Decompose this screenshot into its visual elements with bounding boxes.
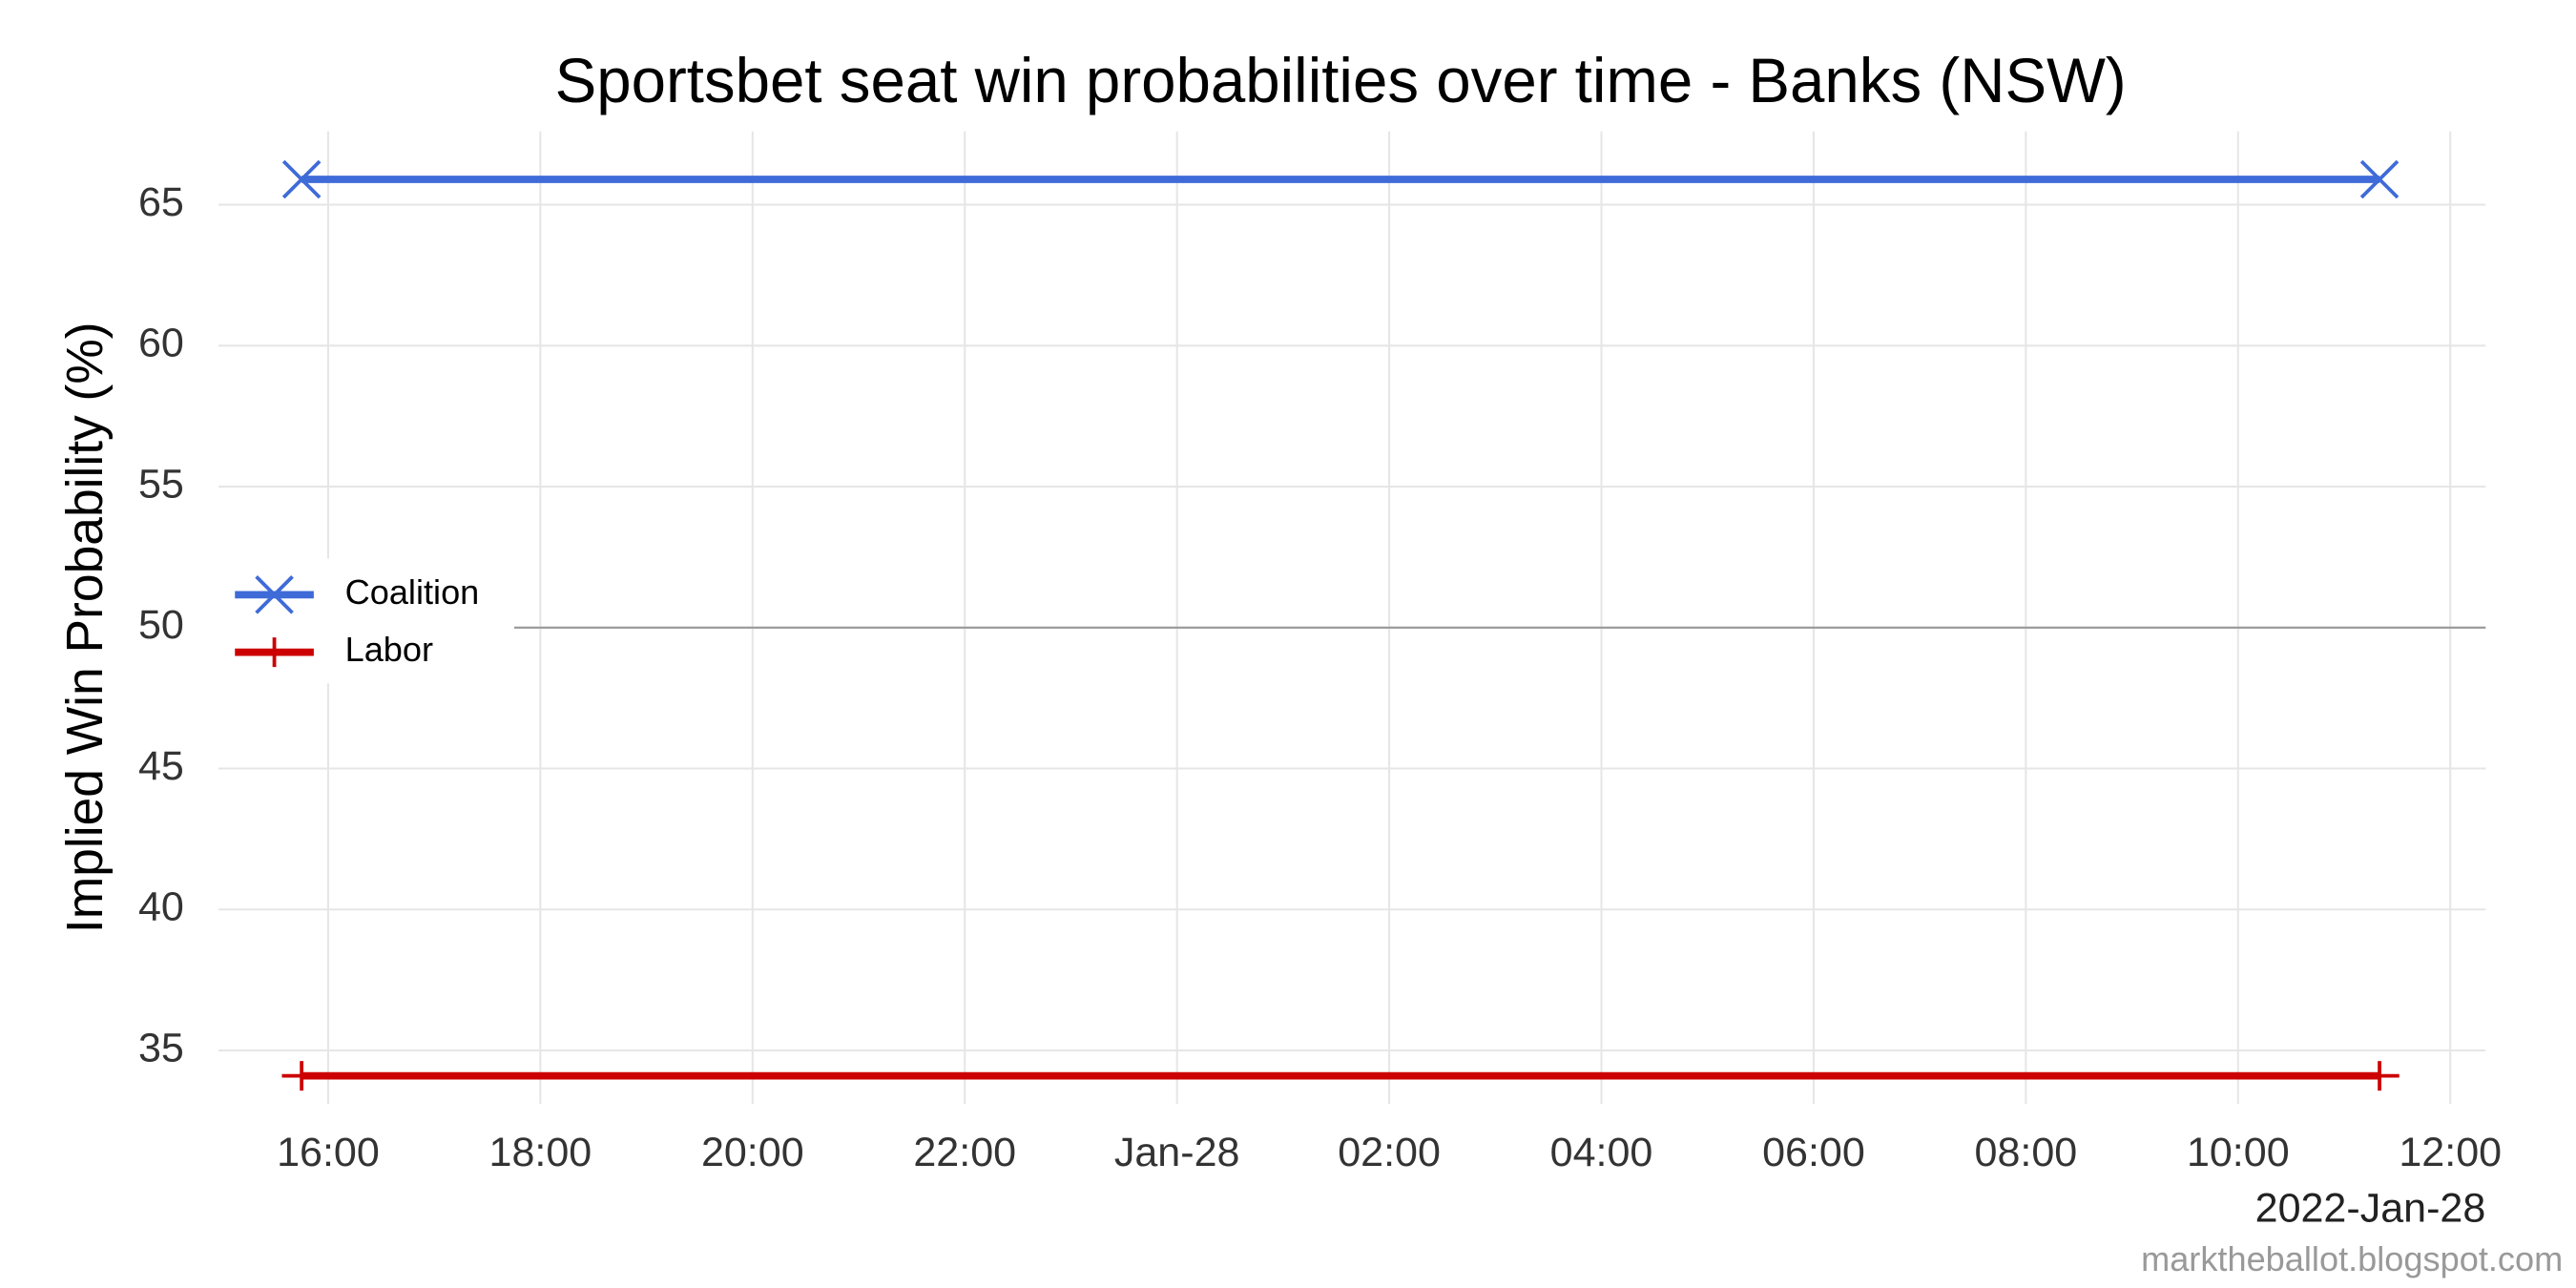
y-tick-label: 65: [138, 179, 184, 225]
y-tick-label: 50: [138, 602, 184, 648]
legend-marker: [254, 637, 295, 668]
y-axis-label: Implied Win Probability (%): [57, 322, 114, 933]
point-marker: [2359, 1061, 2399, 1091]
x-tick-label: 18:00: [489, 1130, 592, 1175]
legend-marker: [255, 575, 294, 614]
x-tick-label: 08:00: [1975, 1130, 2078, 1175]
legend: Coalition Labor: [218, 558, 514, 684]
x-tick-label: 10:00: [2187, 1130, 2290, 1175]
x-tick-label: 02:00: [1338, 1130, 1441, 1175]
y-tick-label: 60: [138, 321, 184, 366]
point-marker: [281, 159, 322, 199]
x-tick-label: 16:00: [277, 1130, 380, 1175]
legend-label: Labor: [345, 630, 433, 669]
x-tick-label: 22:00: [913, 1130, 1016, 1175]
x-tick-label: 12:00: [2399, 1130, 2502, 1175]
x-tick-label: 20:00: [701, 1130, 804, 1175]
x-axis-label: 2022-Jan-28: [2255, 1185, 2486, 1231]
caption: marktheballot.blogspot.com: [2141, 1239, 2563, 1278]
y-tick-label: 45: [138, 743, 184, 789]
y-tick-label: 55: [138, 461, 184, 507]
legend-label: Coalition: [345, 572, 480, 612]
y-tick-label: 40: [138, 884, 184, 930]
x-tick-label: 04:00: [1550, 1130, 1653, 1175]
x-tick-label: Jan-28: [1114, 1130, 1240, 1175]
chart-title: Sportsbet seat win probabilities over ti…: [555, 46, 2127, 115]
point-marker: [281, 1061, 322, 1091]
y-tick-label: 35: [138, 1025, 184, 1070]
x-tick-label: 06:00: [1762, 1130, 1865, 1175]
legend-background: [218, 558, 514, 684]
point-marker: [2359, 159, 2399, 199]
